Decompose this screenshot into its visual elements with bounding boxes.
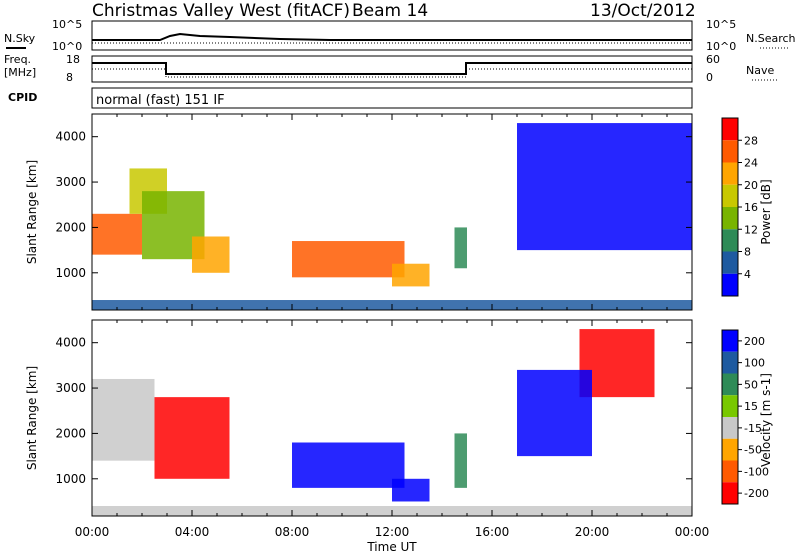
y-axis-label: Slant Range [km] bbox=[25, 366, 39, 470]
colorbar-segment bbox=[722, 251, 738, 274]
nsearch-tick-bottom: 10^0 bbox=[706, 40, 736, 53]
colorbar-tick-label: 12 bbox=[744, 223, 758, 236]
colorbar-segment bbox=[722, 162, 738, 185]
cpid-mode: normal (fast) 151 IF bbox=[96, 93, 225, 108]
date-label: 13/Oct/2012 bbox=[590, 1, 696, 21]
colorbar-tick-label: -50 bbox=[744, 444, 762, 457]
y-tick-label: 4000 bbox=[55, 336, 86, 350]
scatter-region bbox=[392, 478, 430, 502]
freq-trace bbox=[92, 62, 692, 75]
colorbar-tick-label: -100 bbox=[744, 465, 769, 478]
nave-tick-bottom: 0 bbox=[706, 71, 713, 84]
freq-label-line2: [MHz] bbox=[4, 66, 36, 79]
colorbar-segment bbox=[722, 460, 738, 483]
power-panel: 1000 2000 3000 4000 Slant Range [km] bbox=[25, 113, 693, 311]
power-colorbar-label: Power [dB] bbox=[759, 179, 773, 244]
scatter-region bbox=[292, 241, 405, 278]
scatter-region bbox=[454, 227, 467, 269]
beam-label: Beam 14 bbox=[352, 1, 428, 21]
colorbar-tick-label: 20 bbox=[744, 179, 758, 192]
y-tick-label: 2000 bbox=[55, 426, 86, 440]
nave-label: Nave bbox=[746, 64, 774, 77]
colorbar-segment bbox=[722, 482, 738, 504]
colorbar-segment bbox=[722, 373, 738, 396]
scatter-region bbox=[192, 236, 230, 273]
colorbar-tick-label: 50 bbox=[744, 378, 758, 391]
colorbar-segment bbox=[722, 438, 738, 461]
colorbar-tick-label: -200 bbox=[744, 487, 769, 500]
colorbar-tick-label: 200 bbox=[744, 335, 765, 348]
time-axis: 00:00 04:00 08:00 12:00 16:00 20:00 00:00 bbox=[75, 525, 710, 539]
scatter-region bbox=[154, 397, 230, 479]
colorbar-frame bbox=[721, 329, 739, 505]
x-tick-label: 04:00 bbox=[175, 525, 210, 539]
y-axis-label: Slant Range [km] bbox=[25, 160, 39, 264]
colorbar-tick-label: -15 bbox=[744, 422, 762, 435]
colorbar-segment bbox=[722, 184, 738, 207]
nsky-trace bbox=[92, 32, 692, 41]
y-tick-label: 4000 bbox=[55, 130, 86, 144]
nsky-tick-top: 10^5 bbox=[52, 18, 82, 31]
scatter-region bbox=[392, 263, 430, 287]
x-tick-label: 00:00 bbox=[675, 525, 710, 539]
colorbar-segment bbox=[722, 273, 738, 296]
velocity-colorbar: 200 100 50 15 -15 -50 -100 -200 bbox=[721, 329, 769, 505]
nsearch-tick-top: 10^5 bbox=[706, 18, 736, 31]
colorbar-tick-label: 28 bbox=[744, 134, 758, 147]
cpid-label: CPID bbox=[8, 91, 37, 104]
colorbar-segment bbox=[722, 140, 738, 163]
power-colorbar: 28 24 20 16 12 8 4 bbox=[721, 117, 758, 297]
colorbar-tick-label: 24 bbox=[744, 157, 758, 170]
freq-tick-bottom: 8 bbox=[66, 71, 73, 84]
x-tick-label: 20:00 bbox=[575, 525, 610, 539]
y-tick-label: 3000 bbox=[55, 175, 86, 189]
scatter-region bbox=[92, 213, 142, 255]
colorbar-segment bbox=[722, 330, 738, 352]
velocity-panel: 1000 2000 3000 4000 Slant Range [km] bbox=[25, 319, 693, 517]
y-tick-label: 1000 bbox=[55, 266, 86, 280]
colorbar-tick-label: 4 bbox=[744, 268, 751, 281]
colorbar-tick-label: 15 bbox=[744, 400, 758, 413]
x-tick-label: 00:00 bbox=[75, 525, 110, 539]
colorbar-tick-label: 8 bbox=[744, 246, 751, 259]
y-tick-label: 1000 bbox=[55, 472, 86, 486]
colorbar-segment bbox=[722, 229, 738, 252]
nsky-panel bbox=[91, 20, 693, 51]
freq-label-line1: Freq. bbox=[4, 53, 31, 66]
y-tick-label: 3000 bbox=[55, 381, 86, 395]
x-tick-label: 16:00 bbox=[475, 525, 510, 539]
colorbar-segment bbox=[722, 417, 738, 439]
colorbar-segment bbox=[722, 395, 738, 417]
x-tick-label: 12:00 bbox=[375, 525, 410, 539]
colorbar-tick-label: 16 bbox=[744, 201, 758, 214]
scatter-region bbox=[292, 442, 405, 488]
freq-tick-top: 18 bbox=[66, 53, 80, 66]
scatter-region bbox=[517, 369, 592, 457]
x-tick-label: 08:00 bbox=[275, 525, 310, 539]
y-tick-label: 2000 bbox=[55, 220, 86, 234]
scatter-region bbox=[517, 123, 692, 251]
velocity-colorbar-label: Velocity [m s-1] bbox=[759, 373, 773, 467]
colorbar-tick-label: 100 bbox=[744, 357, 765, 370]
colorbar-segment bbox=[722, 351, 738, 374]
nsearch-label: N.Search bbox=[746, 32, 796, 45]
time-axis-label: Time UT bbox=[366, 540, 417, 554]
scatter-region bbox=[454, 433, 467, 488]
scatter-region bbox=[92, 378, 155, 461]
colorbar-segment bbox=[722, 207, 738, 230]
nave-tick-top: 60 bbox=[706, 53, 720, 66]
colorbar-segment bbox=[722, 118, 738, 141]
station-title: Christmas Valley West (fitACF) bbox=[92, 1, 350, 21]
cpid-panel bbox=[91, 87, 693, 109]
nave-trace bbox=[92, 68, 692, 78]
nsky-tick-bottom: 10^0 bbox=[52, 40, 82, 53]
nsky-label: N.Sky bbox=[4, 32, 36, 45]
